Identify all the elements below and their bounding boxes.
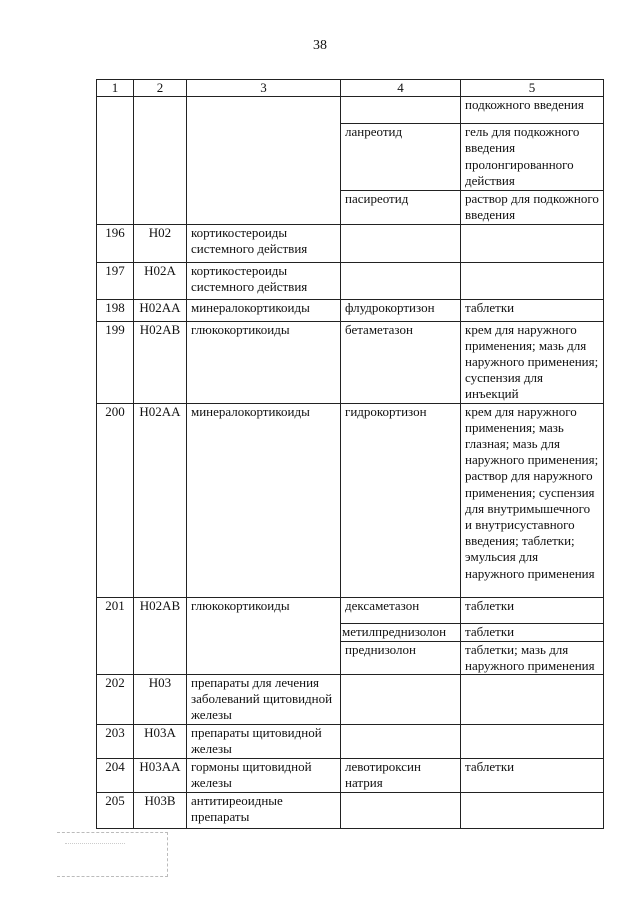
table-row: 197 H02A кортикостероиды системного дейс… [96, 261, 604, 300]
form-cell: гель для подкожного введения пролонгиров… [460, 123, 604, 192]
atc-code: H02AA [133, 298, 187, 322]
drug-cell: левотироксин натрия [340, 757, 461, 793]
table-row: метилпреднизолон таблетки [97, 622, 604, 642]
table-row: ланреотид гель для подкожного введения п… [97, 123, 604, 192]
group-cell: кортикостероиды системного действия [186, 261, 341, 300]
form-cell: таблетки [460, 622, 604, 642]
atc-code: H03B [133, 791, 187, 829]
drug-cell: пасиреотид [340, 190, 461, 225]
table-row: 198 H02AA минералокортикоиды флудрокорти… [96, 298, 604, 322]
group-cell: кортикостероиды системного действия [186, 223, 341, 263]
drug-cell: флудрокортизон [340, 298, 461, 322]
header-cell: 5 [460, 78, 604, 98]
group-cell: препараты щитовидной железы [186, 723, 341, 759]
atc-code: H03 [133, 674, 187, 725]
form-cell: таблетки; мазь для наружного применения [460, 640, 604, 676]
group-cell: гормоны щитовидной железы [186, 757, 341, 793]
group-cell: препараты для лечения заболеваний щитови… [186, 674, 341, 725]
form-cell [460, 223, 604, 263]
drug-cell: преднизолон [340, 640, 461, 676]
table-row: 196 H02 кортикостероиды системного дейст… [96, 223, 604, 263]
drug-cell [340, 261, 461, 300]
form-cell [460, 674, 604, 725]
drug-cell: бетаметазон [340, 320, 461, 404]
header-cell: 3 [186, 78, 341, 98]
drug-cell: гидрокортизон [340, 402, 461, 598]
atc-code: H02A [133, 261, 187, 300]
atc-code: H02AB [133, 320, 187, 404]
atc-code: H02 [133, 223, 187, 263]
form-cell: таблетки [460, 596, 604, 624]
form-cell: таблетки [460, 757, 604, 793]
table-row: 202 H03 препараты для лечения заболевани… [96, 674, 604, 725]
drug-cell [340, 223, 461, 263]
table-row: пасиреотид раствор для подкожного введен… [97, 190, 604, 225]
row-number: 203 [96, 723, 134, 759]
drug-cell [340, 791, 461, 829]
form-cell: крем для наружного применения; мазь для … [460, 320, 604, 404]
row-number: 202 [96, 674, 134, 725]
table-row: 200 H02AA минералокортикоиды гидрокортиз… [96, 402, 604, 598]
row-number: 200 [96, 402, 134, 598]
form-cell [460, 723, 604, 759]
row-number: 196 [96, 223, 134, 263]
row-number: 204 [96, 757, 134, 793]
row-number: 201 [96, 596, 134, 676]
group-cell: глюкокортикоиды [186, 596, 341, 676]
group-cell: глюкокортикоиды [186, 320, 341, 404]
drug-cell: метилпреднизолон [340, 622, 461, 642]
header-cell: 1 [96, 78, 134, 98]
table-row: 203 H03A препараты щитовидной железы [96, 723, 604, 759]
table-row: подкожного введения [96, 96, 604, 225]
form-cell [460, 261, 604, 300]
table-row: 199 H02AB глюкокортикоиды бетаметазон кр… [96, 320, 604, 404]
row-number: 197 [96, 261, 134, 300]
header-cell: 4 [340, 78, 461, 98]
atc-code: H03AA [133, 757, 187, 793]
row-number: 199 [96, 320, 134, 404]
faint-stamp [57, 832, 168, 877]
group-cell: антитиреоидные препараты [186, 791, 341, 829]
drug-cell: дексаметазон [340, 596, 461, 624]
table-row: 204 H03AA гормоны щитовидной железы лево… [96, 757, 604, 793]
group-cell: минералокортикоиды [186, 402, 341, 598]
drug-table: 1 2 3 4 5 подкожного введения ланреотид … [96, 78, 604, 829]
form-cell: таблетки [460, 298, 604, 322]
row-number: 205 [96, 791, 134, 829]
drug-cell [340, 96, 461, 125]
table-row: преднизолон таблетки; мазь для наружного… [97, 640, 604, 676]
drug-cell [340, 723, 461, 759]
form-cell [460, 791, 604, 829]
group-cell: минералокортикоиды [186, 298, 341, 322]
form-cell: крем для наружного применения; мазь глаз… [460, 402, 604, 598]
drug-cell [340, 674, 461, 725]
table-row: 201 H02AB глюкокортикоиды дексаметазон т… [96, 596, 604, 676]
atc-code: H02AB [133, 596, 187, 676]
form-cell: раствор для подкожного введения [460, 190, 604, 225]
atc-code: H03A [133, 723, 187, 759]
row-number: 198 [96, 298, 134, 322]
page-number: 38 [313, 38, 327, 53]
drug-cell: ланреотид [340, 123, 461, 192]
header-cell: 2 [133, 78, 187, 98]
form-cell: подкожного введения [460, 96, 604, 125]
atc-code: H02AA [133, 402, 187, 598]
table-row: 205 H03B антитиреоидные препараты [96, 791, 604, 829]
table-header-row: 1 2 3 4 5 [96, 78, 604, 98]
